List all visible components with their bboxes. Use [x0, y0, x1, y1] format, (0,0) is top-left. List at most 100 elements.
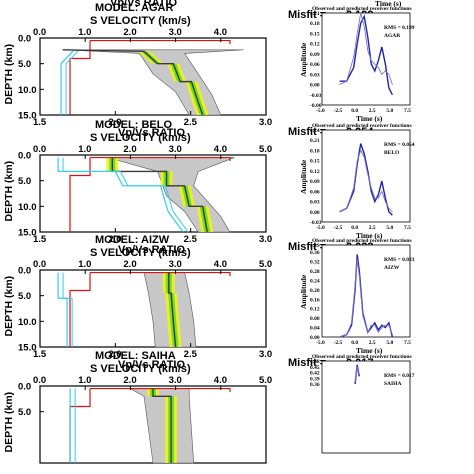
- rf-x-tick-label: -5.0: [316, 340, 325, 346]
- top-tick-label: 4.0: [214, 144, 227, 155]
- prior-bound-top: [90, 387, 231, 393]
- prior-bound-left: [69, 272, 91, 347]
- vpvs-curve-alt: [62, 272, 73, 347]
- rf-y-tick-label: 0.15: [310, 31, 320, 37]
- top-tick-label: 3.0: [169, 259, 182, 270]
- rf-x-tick-label: -5.0: [316, 225, 325, 231]
- rf-y-tick-label: 0.08: [310, 316, 320, 322]
- rf-legend-station: AIZW: [384, 265, 400, 271]
- rf-frame: [321, 360, 411, 454]
- rf-frame: [321, 244, 411, 338]
- rf-inset: Observed and predicted receiver function…: [299, 238, 415, 355]
- model-title: MODEL: AIZW: [95, 234, 170, 246]
- rf-y-tick-label: 0.00: [310, 83, 320, 89]
- top-tick-label: 2.0: [123, 259, 136, 270]
- depth-tick-label: 15.0: [18, 343, 37, 354]
- rf-x-label: Time (s): [356, 114, 383, 123]
- top-tick-label: 4.0: [214, 27, 227, 38]
- bottom-tick-label: 1.5: [33, 234, 47, 245]
- rf-x-tick-label: 7.5: [404, 108, 411, 114]
- misfit-label: Misfit =: [288, 126, 326, 138]
- depth-tick-label: 10.0: [18, 85, 37, 96]
- vpvs-axis-label: Vp/Vs RATIO: [118, 127, 185, 139]
- rf-predicted-trace: [339, 149, 393, 213]
- depth-tick-label: 0.0: [18, 34, 31, 45]
- rf-x-tick-label: 0.0: [351, 340, 358, 346]
- rf-inset: Observed and predicted receiver function…: [299, 6, 415, 123]
- rf-y-tick-label: 0.00: [310, 210, 320, 216]
- bottom-tick-label: 3.0: [259, 234, 272, 245]
- top-tick-label: 2.0: [123, 27, 136, 38]
- depth-tick-label: 0.0: [18, 266, 31, 277]
- depth-tick-label: 0.0: [18, 382, 31, 393]
- depth-axis-label: DEPTH (km): [3, 276, 15, 337]
- top-tick-label: 2.0: [123, 144, 136, 155]
- top-tick-label: 1.0: [78, 27, 91, 38]
- depth-tick-label: 5.0: [18, 176, 31, 187]
- rf-x-tick-label: 2.5: [369, 340, 376, 346]
- rf-x-tick-label: -2.5: [334, 340, 343, 346]
- model-title: MODEL: BELO: [95, 119, 172, 131]
- velocity-axis-title: S VELOCITY (km/s): [90, 132, 191, 144]
- top-time-label: Time (s): [375, 0, 402, 8]
- rf-legend-rms: RMS = 0.023: [384, 257, 415, 263]
- bottom-tick-label: 1.5: [33, 117, 47, 128]
- best-velocity-model: [111, 157, 208, 233]
- rf-y-tick-label: 0.42: [310, 371, 320, 377]
- rf-y-tick-label: 0.48: [310, 359, 320, 365]
- misfit-label: Misfit =: [288, 357, 326, 369]
- rf-predicted-trace: [339, 259, 393, 337]
- depth-tick-label: 0.0: [18, 151, 31, 162]
- rf-y-tick-label: 0.12: [310, 307, 320, 313]
- rf-y-tick-label: 0.12: [310, 169, 320, 175]
- rf-x-tick-label: 5.0: [386, 225, 393, 231]
- rf-y-tick-label: 0.09: [310, 52, 320, 58]
- depth-tick-label: 10.0: [18, 202, 37, 213]
- rf-title: Observed and predicted receiver function…: [312, 123, 412, 129]
- top-tick-label: 4.0: [214, 259, 227, 270]
- rf-inset: Observed and predicted receiver function…: [310, 354, 415, 454]
- rf-y-label: Amplitude: [299, 42, 308, 77]
- misfit-label: Misfit =: [288, 241, 326, 253]
- bottom-tick-label: 3.0: [259, 349, 272, 360]
- model-density-yellow: [56, 49, 209, 115]
- top-tick-label: 0.0: [33, 27, 46, 38]
- top-vpvs-label: Vp/Vs RATIO: [110, 0, 177, 9]
- rf-y-tick-label: 0.36: [310, 250, 320, 256]
- rf-x-tick-label: 5.0: [386, 340, 393, 346]
- rf-legend-station: SAIHA: [384, 381, 401, 387]
- rf-y-tick-label: 0.16: [310, 297, 320, 303]
- rf-title: Observed and predicted receiver function…: [312, 6, 412, 12]
- bottom-tick-label: 2.5: [184, 234, 198, 245]
- depth-tick-label: 15.0: [18, 111, 37, 122]
- rf-y-tick-label: 0.18: [310, 21, 320, 27]
- rf-legend-rms: RMS = 0.017: [384, 373, 415, 379]
- prior-bound-left: [69, 40, 91, 115]
- rf-y-tick-label: 0.24: [310, 128, 320, 134]
- top-tick-label: 1.0: [78, 375, 91, 386]
- model-title: MODEL: AGAR: [95, 2, 173, 14]
- rf-y-tick-label: 0.03: [310, 200, 320, 206]
- rf-y-tick-label: 0.36: [310, 382, 320, 388]
- rf-y-label: Amplitude: [299, 274, 308, 309]
- velocity-axis-title: S VELOCITY (km/s): [90, 363, 191, 375]
- rf-title: Observed and predicted receiver function…: [312, 354, 412, 360]
- rf-y-tick-label: 0.39: [310, 243, 320, 249]
- velocity-axis-title: S VELOCITY (km/s): [90, 247, 191, 259]
- depth-tick-label: 5.0: [18, 407, 31, 418]
- bottom-tick-label: 2.0: [108, 349, 121, 360]
- rf-predicted-trace: [339, 13, 393, 85]
- bottom-tick-label: 1.5: [33, 349, 47, 360]
- bottom-tick-label: 2.0: [108, 117, 121, 128]
- top-tick-label: 3.0: [169, 144, 182, 155]
- vpvs-axis-label: Vp/Vs RATIO: [118, 244, 185, 256]
- rf-y-tick-label: 0.20: [310, 288, 320, 294]
- rf-x-tick-label: 5.0: [386, 108, 393, 114]
- top-tick-label: 0.0: [33, 259, 46, 270]
- rf-y-tick-label: 0.00: [310, 335, 320, 341]
- vpvs-curve: [60, 50, 74, 115]
- rf-legend-station: BELO: [384, 150, 400, 156]
- rf-title: Observed and predicted receiver function…: [312, 238, 412, 244]
